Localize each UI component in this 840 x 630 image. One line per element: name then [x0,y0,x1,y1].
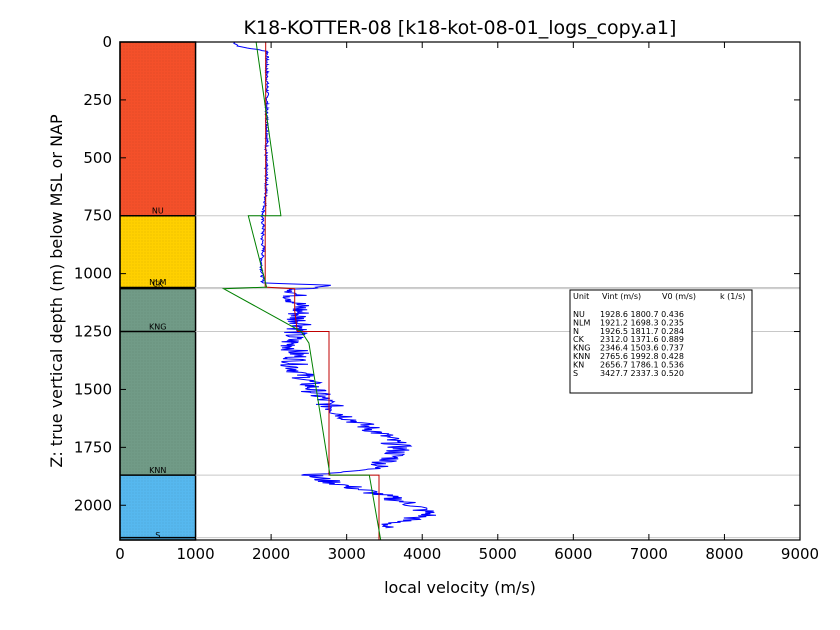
unit-label-nu: NU [152,207,164,216]
unit-label-s: S [155,531,160,540]
y-tick-label-8: 2000 [74,496,112,514]
x-tick-label-2: 2000 [252,545,290,563]
legend-row-values-5: 2765.6 1992.8 0.428 [600,352,684,361]
legend-box: Unit Vint (m/s) V0 (m/s) k (1/s) NU 1928.6 18… [569,289,753,394]
y-tick-label-0: 0 [102,33,112,51]
plot-frame [119,41,801,541]
x-tick-label-9: 9000 [781,545,819,563]
x-tick-label-5: 5000 [479,545,517,563]
x-tick-label-0: 0 [115,545,125,563]
unit-texture-2 [120,287,196,476]
legend-row-values-0: 1928.6 1800.7 0.436 [600,310,684,319]
y-tick-label-1: 250 [83,91,112,109]
y-tick-label-6: 1500 [74,380,112,398]
legend-frame [569,289,753,394]
unit-texture-3 [120,475,196,540]
unit-label-knn: KNN [149,466,166,475]
model-velocity-series [221,41,382,541]
legend-row-values-6: 2656.7 1786.1 0.536 [600,360,684,369]
legend-row-values-7: 3427.7 2337.3 0.520 [600,369,684,378]
x-tick-label-8: 8000 [705,545,743,563]
legend-row-unit-0: NU [573,310,585,319]
legend-row-unit-4: KNG [573,344,590,353]
y-tick-label-2: 500 [83,149,112,167]
unit-label-nlm: NLM [149,278,166,287]
unit-texture-1 [120,215,196,288]
legend-row-values-3: 2312.0 1371.6 0.889 [600,335,684,344]
legend-header-2: V0 (m/s) [662,292,696,301]
x-tick-label-6: 6000 [554,545,592,563]
y-tick-label-3: 750 [83,207,112,225]
unit-label-kng: KNG [149,323,166,332]
legend-row-unit-5: KNN [573,352,590,361]
x-axis-label: local velocity (m/s) [384,578,536,597]
x-tick-label-4: 4000 [403,545,441,563]
legend-row-values-1: 1921.2 1698.3 0.235 [600,318,684,327]
x-tick-label-3: 3000 [328,545,366,563]
legend-row-unit-1: NLM [573,318,590,327]
chart-title: K18-KOTTER-08 [k18-kot-08-01_logs_copy.a… [244,17,677,39]
legend-row-unit-6: KN [573,360,584,369]
y-tick-label-4: 1000 [74,265,112,283]
y-tick-label-5: 1250 [74,323,112,341]
legend-header-0: Unit [573,292,589,301]
legend-header-3: k (1/s) [720,292,745,301]
legend-row-unit-3: CK [573,335,585,344]
y-axis-label: Z: true vertical depth (m) below MSL or … [47,114,66,468]
legend-row-unit-7: S [573,369,578,378]
legend-row-unit-2: N [573,327,579,336]
log-trace-series [233,41,437,529]
legend-row-values-2: 1926.5 1811.7 0.284 [600,327,684,336]
y-tick-label-7: 1750 [74,438,112,456]
unit-label-ck: CK [152,280,164,289]
legend-header-1: Vint (m/s) [602,292,641,301]
interval-velocity-series [264,42,380,540]
unit-texture-0 [120,42,196,216]
x-tick-label-7: 7000 [630,545,668,563]
legend-row-values-4: 2346.4 1503.6 0.737 [600,344,684,353]
x-tick-label-1: 1000 [176,545,214,563]
